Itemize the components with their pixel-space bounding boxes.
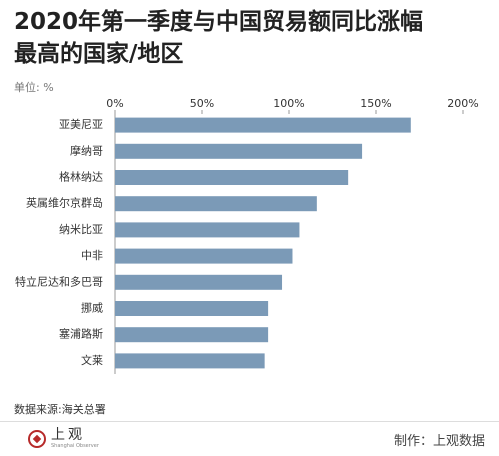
title-line: 最高的国家/地区	[14, 41, 184, 67]
logo: 上观 Shanghai Observer	[28, 428, 99, 450]
y-tick-label: 文莱	[81, 353, 103, 367]
bar	[115, 327, 269, 343]
logo-subtitle: Shanghai Observer	[51, 443, 99, 449]
bar	[115, 143, 363, 159]
bar	[115, 170, 349, 185]
title-line: 2020年第一季度与中国贸易额同比涨幅	[14, 9, 424, 35]
x-tick-label: 100%	[273, 97, 304, 110]
credit: 制作：上观数据	[393, 434, 485, 449]
y-tick-label: 格林纳达	[59, 170, 103, 184]
x-tick-label: 0%	[106, 97, 123, 110]
logo-name: 上观	[51, 427, 85, 443]
bar	[115, 196, 317, 212]
bar	[115, 301, 269, 316]
bar	[115, 117, 411, 133]
chart-title: 2020年第一季度与中国贸易额同比涨幅 最高的国家/地区	[14, 6, 423, 70]
logo-icon	[28, 430, 46, 448]
y-tick-label: 挪威	[81, 301, 103, 315]
logo-text: 上观 Shanghai Observer	[51, 428, 99, 450]
separator	[0, 421, 499, 422]
x-tick-label: 50%	[190, 97, 214, 110]
y-tick-label: 摩纳哥	[70, 143, 103, 157]
x-tick-label: 150%	[360, 97, 391, 110]
x-tick-label: 200%	[447, 97, 478, 110]
bar	[115, 248, 293, 264]
source: 数据来源:海关总署	[14, 403, 106, 416]
y-tick-label: 中非	[81, 249, 103, 262]
y-tick-label: 塞浦路斯	[59, 327, 103, 341]
y-tick-label: 英属维尔京群岛	[26, 196, 103, 210]
unit-label: 单位: %	[14, 81, 54, 94]
y-tick-label: 纳米比亚	[59, 223, 103, 236]
bar	[115, 274, 283, 290]
y-tick-label: 亚美尼亚	[59, 118, 103, 131]
bar	[115, 353, 265, 369]
bar	[115, 222, 300, 238]
y-tick-label: 特立尼达和多巴哥	[15, 274, 103, 288]
